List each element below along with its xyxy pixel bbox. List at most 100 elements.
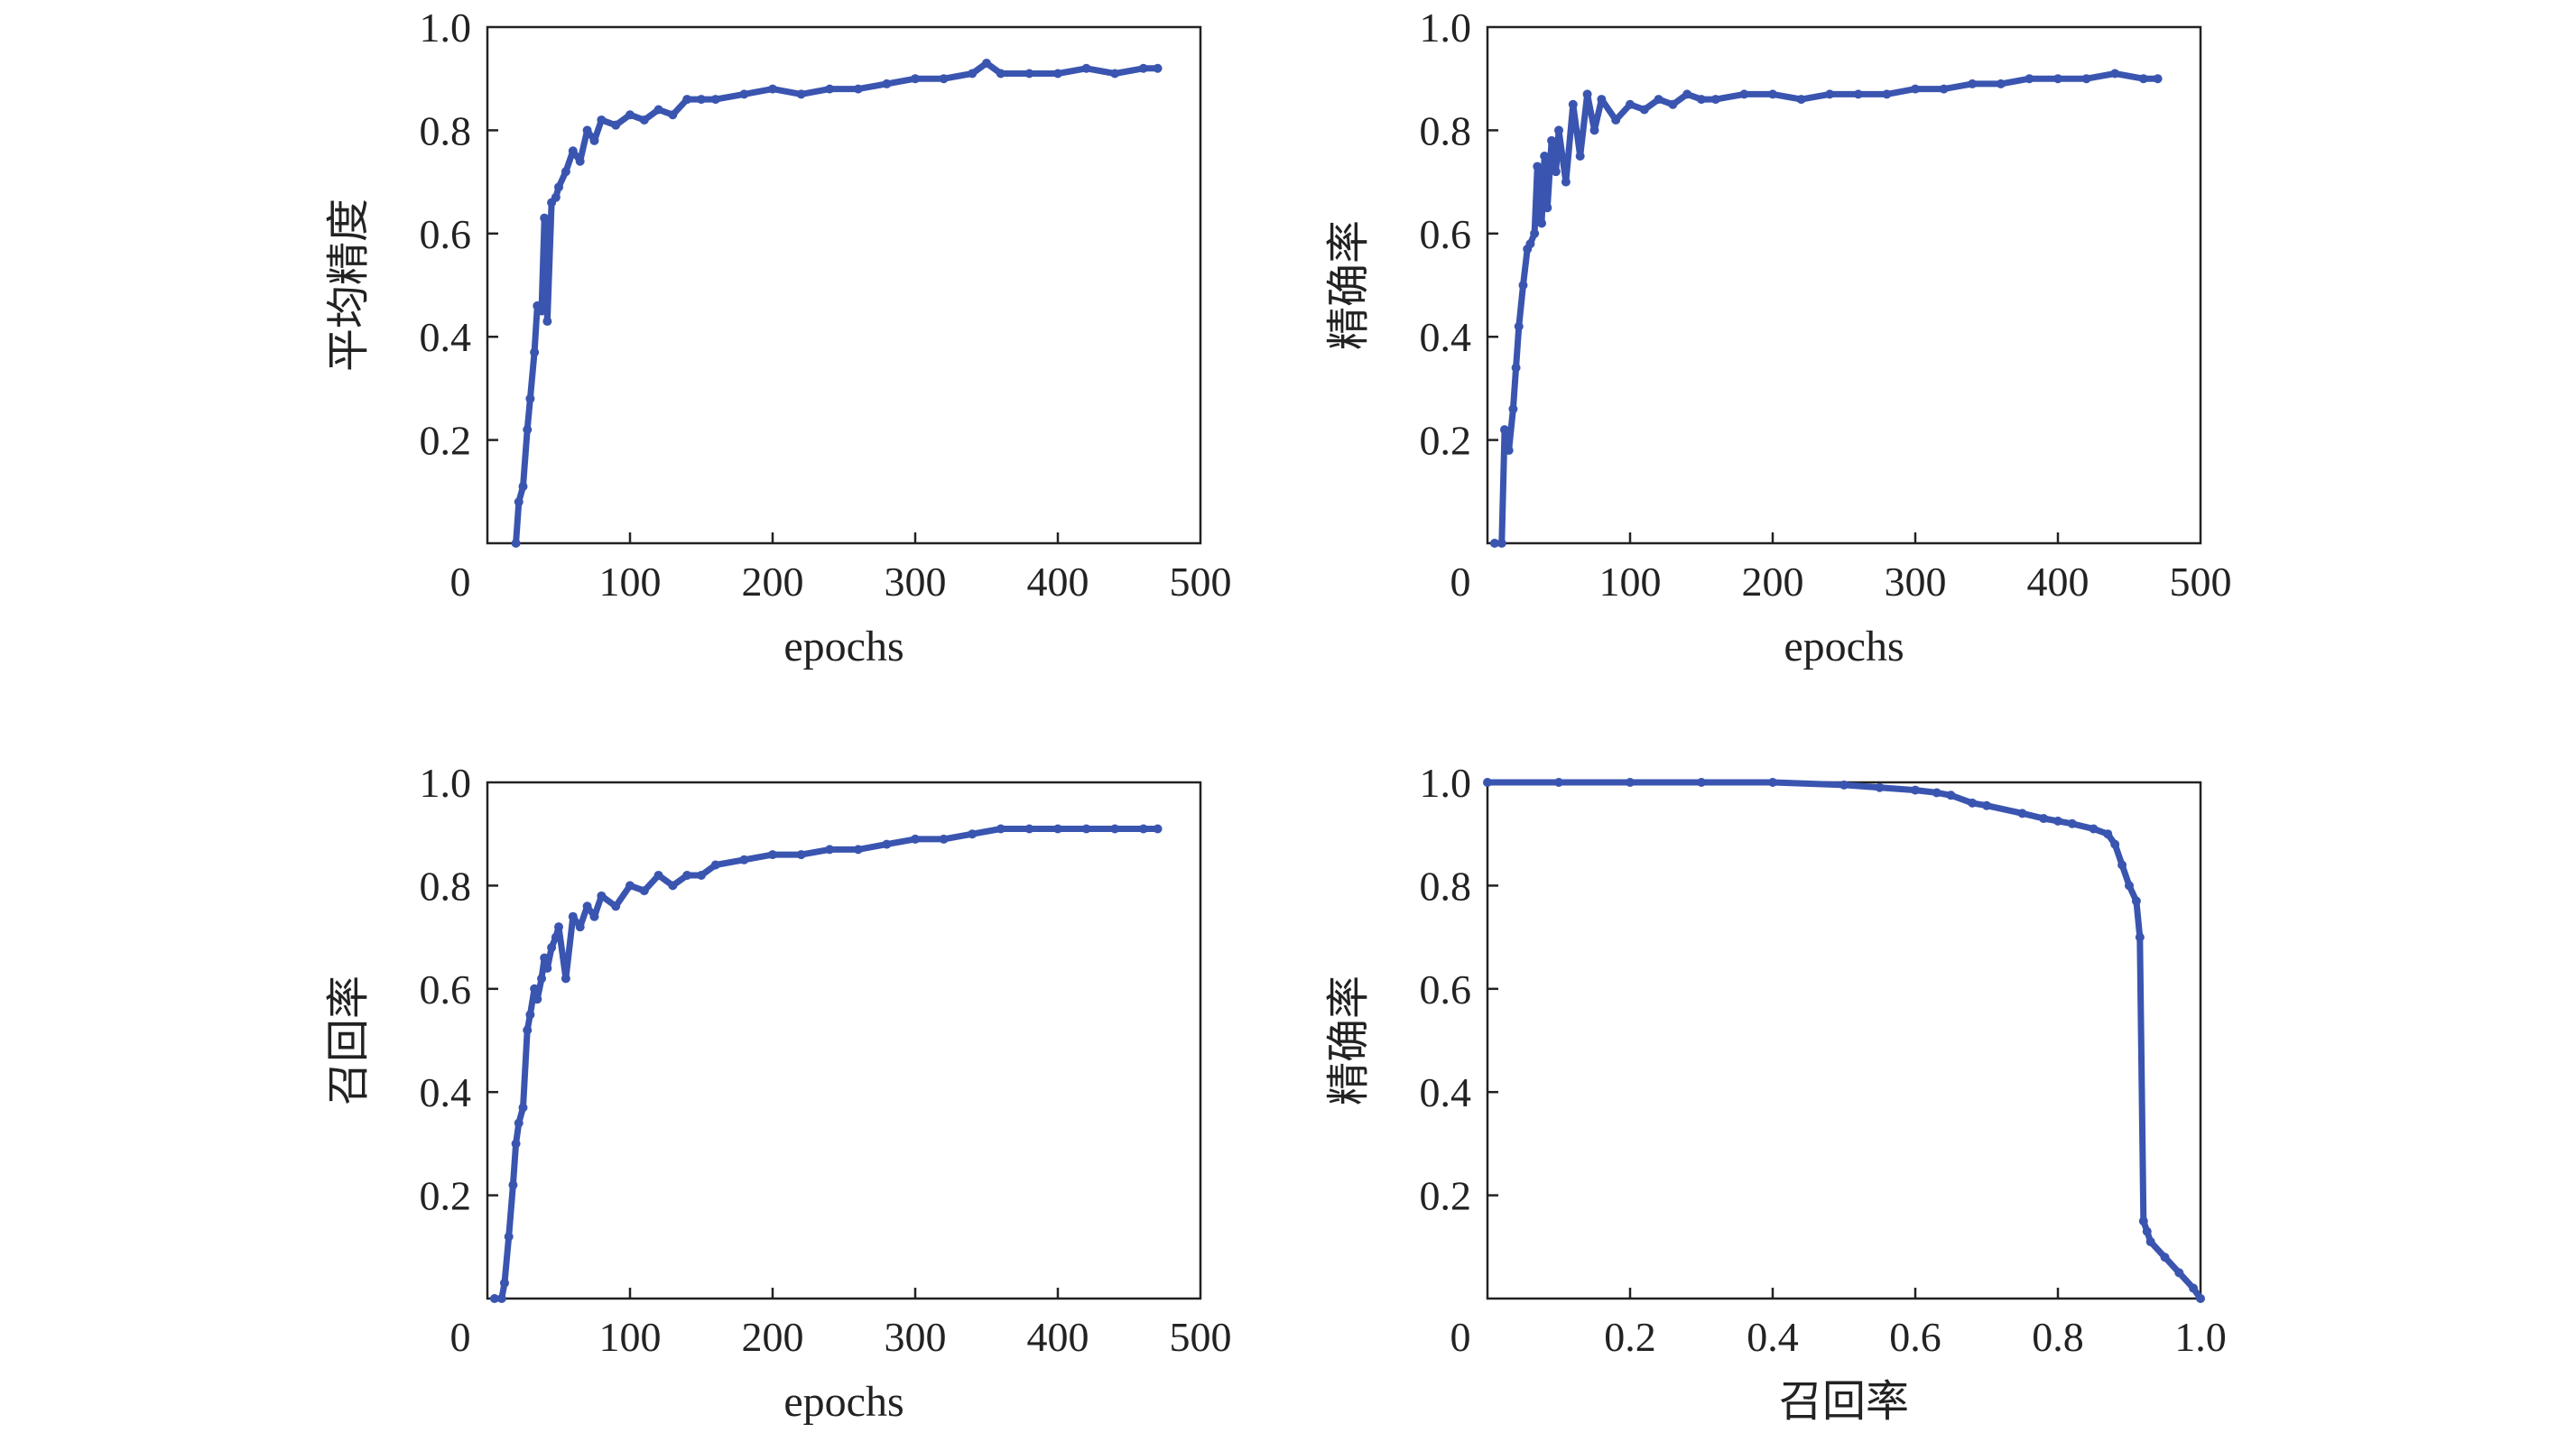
- data-point: [1514, 321, 1524, 331]
- x-tick-label: 0: [1450, 559, 1471, 605]
- data-point: [533, 994, 542, 1004]
- data-point: [537, 974, 547, 984]
- y-tick-label: 0.4: [420, 314, 472, 360]
- data-point: [611, 120, 621, 130]
- data-point: [2089, 824, 2099, 834]
- data-point: [1138, 824, 1148, 834]
- data-point: [1024, 824, 1034, 834]
- data-point: [739, 89, 749, 99]
- data-point: [499, 1278, 509, 1288]
- y-axis-label: 平均精度: [325, 199, 373, 372]
- data-point: [697, 870, 706, 880]
- x-tick-label: 0.6: [1889, 1314, 1941, 1360]
- y-tick-label: 0.8: [1420, 863, 1472, 909]
- data-point: [537, 306, 547, 316]
- data-point: [1489, 539, 1499, 548]
- data-point: [653, 105, 663, 115]
- data-point: [530, 347, 540, 357]
- data-point: [554, 182, 563, 192]
- x-tick-label: 500: [1170, 559, 1232, 605]
- data-point: [568, 911, 578, 921]
- data-point: [2053, 816, 2062, 826]
- data-point: [939, 74, 949, 84]
- data-point: [551, 932, 561, 942]
- data-point: [1081, 63, 1091, 73]
- series-line: [491, 826, 1162, 1302]
- data-point: [582, 125, 592, 135]
- data-point: [1530, 228, 1540, 238]
- data-point: [1518, 281, 1528, 290]
- data-point: [1875, 782, 1885, 792]
- data-point: [1589, 125, 1599, 135]
- data-point: [1554, 125, 1563, 135]
- data-point: [639, 886, 649, 896]
- y-axis-label: 精确率: [1325, 220, 1373, 350]
- data-point: [968, 829, 978, 839]
- data-point: [682, 95, 692, 105]
- data-point: [542, 963, 552, 973]
- data-point: [682, 870, 692, 880]
- data-point: [511, 539, 521, 548]
- data-point: [1611, 115, 1621, 125]
- data-point: [2138, 1216, 2148, 1226]
- data-point: [1626, 778, 1635, 787]
- chart-pr-curve: 0 0.2 0.4 0.6 0.8 1.0 0.2 0.4 0.6 0.8 1.0 召回率 精确率: [1325, 760, 2227, 1426]
- data-point: [1543, 203, 1552, 213]
- data-point: [1654, 95, 1663, 105]
- data-point: [2103, 829, 2113, 839]
- x-tick-label: 100: [599, 559, 662, 605]
- data-point: [554, 922, 563, 932]
- series-line: [1491, 70, 2162, 547]
- data-point: [575, 922, 585, 932]
- data-point: [2142, 1226, 2152, 1236]
- data-point: [1668, 99, 1678, 109]
- y-tick-label: 0.2: [1420, 1173, 1472, 1219]
- data-point: [2189, 1283, 2199, 1293]
- y-tick-label: 0.4: [1420, 1069, 1472, 1115]
- data-point: [1081, 824, 1091, 834]
- data-point: [710, 860, 720, 870]
- x-tick-label: 500: [1170, 1314, 1232, 1360]
- series-line: [1484, 779, 2204, 1302]
- y-tick-label: 0.8: [1420, 107, 1472, 153]
- data-point: [1153, 824, 1163, 834]
- x-tick-label: 100: [599, 1314, 662, 1360]
- data-point: [551, 192, 561, 202]
- plot-frame: [1486, 25, 2202, 545]
- data-point: [504, 1232, 514, 1242]
- data-point: [911, 834, 920, 844]
- data-point: [668, 881, 678, 891]
- data-point: [2153, 74, 2163, 84]
- data-point: [2131, 896, 2141, 906]
- data-point: [568, 146, 578, 156]
- x-tick-label: 0: [1450, 1314, 1471, 1360]
- y-tick-label: 0.4: [420, 1069, 472, 1115]
- data-point: [1537, 218, 1547, 228]
- data-point: [540, 953, 550, 963]
- data-point: [2053, 74, 2062, 84]
- x-tick-label: 400: [1027, 559, 1089, 605]
- data-point: [796, 850, 806, 860]
- data-point: [542, 317, 552, 327]
- data-point: [523, 1025, 533, 1035]
- data-point: [710, 95, 720, 105]
- data-point: [2135, 932, 2145, 942]
- data-point: [1682, 89, 1692, 99]
- data-point: [2117, 860, 2127, 870]
- x-axis-label: epochs: [783, 1378, 903, 1426]
- data-point: [1138, 63, 1148, 73]
- x-tick-label: 400: [1027, 1314, 1089, 1360]
- x-tick-label: 300: [885, 1314, 947, 1360]
- data-point: [1568, 99, 1578, 109]
- data-point: [597, 891, 607, 901]
- x-tick-label: 200: [742, 559, 804, 605]
- data-point: [1525, 239, 1535, 249]
- data-point: [882, 839, 892, 849]
- data-point: [1626, 99, 1635, 109]
- data-point: [1639, 105, 1649, 115]
- x-tick-label: 0: [450, 1314, 471, 1360]
- data-point: [561, 974, 570, 984]
- data-point: [853, 845, 863, 855]
- data-point: [1932, 788, 1941, 798]
